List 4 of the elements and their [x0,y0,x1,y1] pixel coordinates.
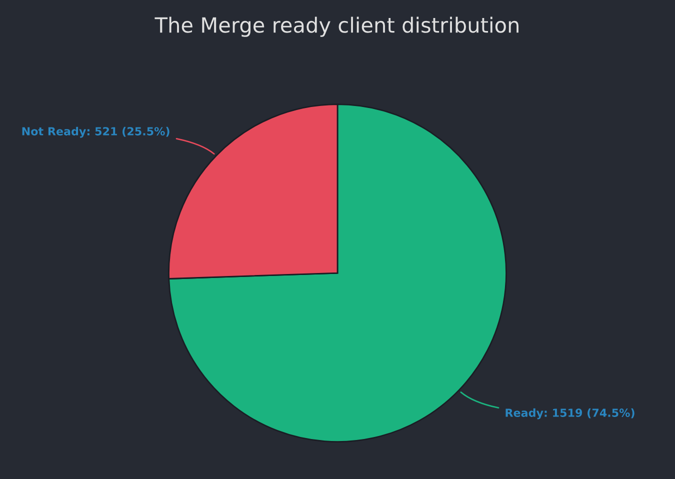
slice-label: Ready: 1519 (74.5%) [506,408,634,420]
pie-slice [168,104,507,442]
chart-title: The Merge ready client distribution [154,16,518,37]
slice-label: Not Ready: 521 (25.5%) [22,126,170,138]
